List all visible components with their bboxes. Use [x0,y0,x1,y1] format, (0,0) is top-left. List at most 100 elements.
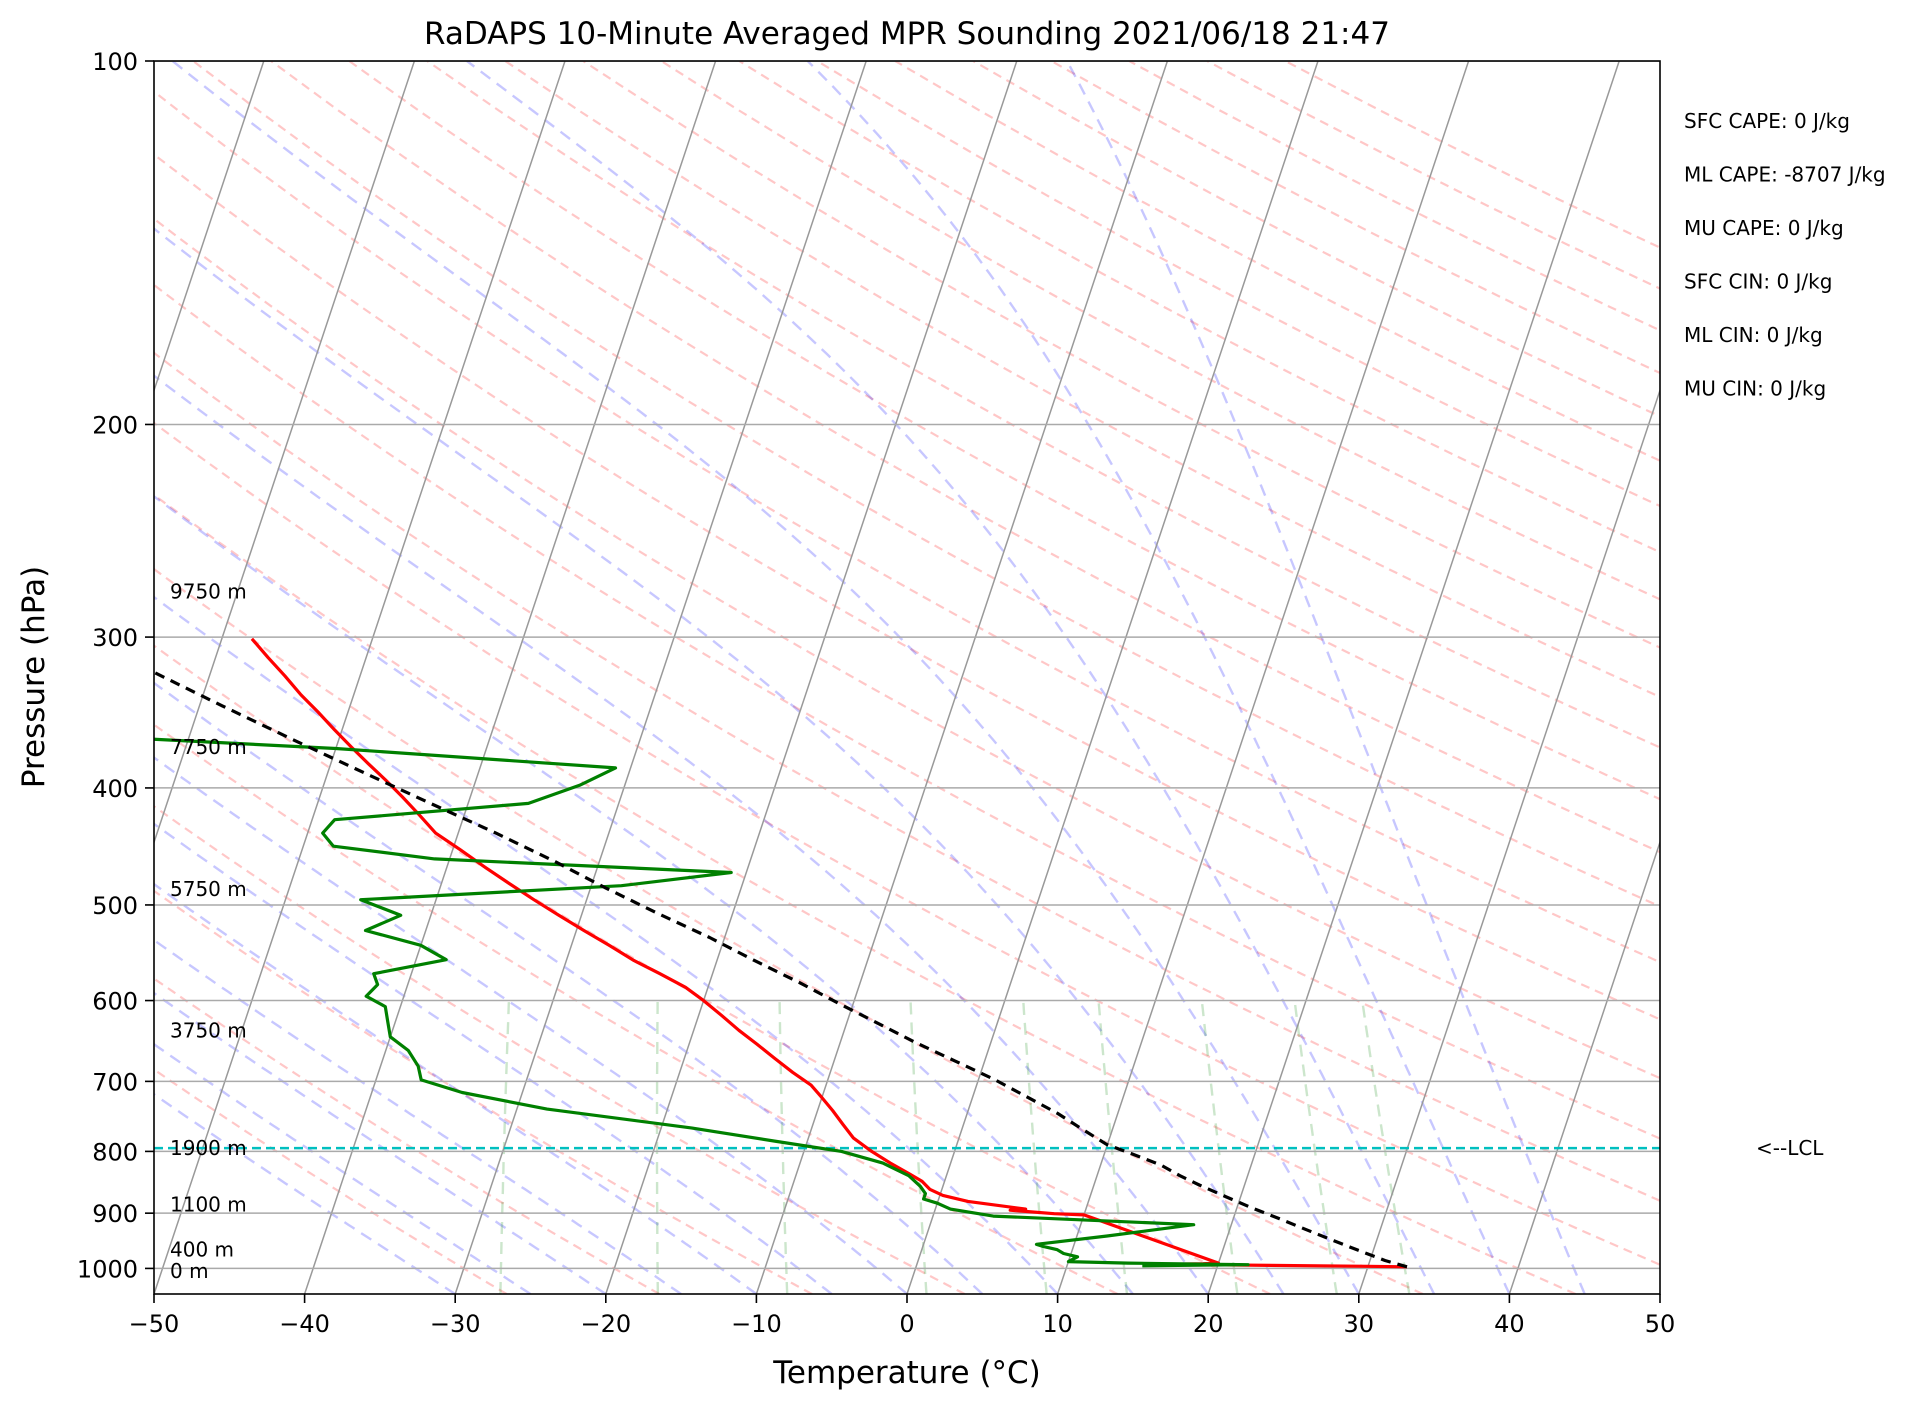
height-label: 400 m [170,1238,234,1262]
moist-adiabat-line [154,595,1059,1294]
mixing-ratio-line [1097,1000,1129,1294]
dry-adiabat-line [192,61,1660,908]
isotherm-line [1358,388,1660,1294]
x-tick-label: −40 [279,1310,330,1338]
background-guide-lines [154,61,1660,1294]
moist-adiabat-line [154,494,1134,1294]
isotherm-line [303,61,717,1294]
mixing-ratio-line [1361,1000,1411,1294]
isotherm-line [1056,61,1470,1294]
dry-adiabat-line [270,61,1660,854]
dry-adiabat-line [154,493,1577,1294]
isotherm-line [154,61,416,845]
dry-adiabat-line [154,90,1660,964]
isotherm-line [1207,61,1620,1294]
moist-adiabat-line [154,822,833,1294]
dry-adiabat-line [816,61,1660,508]
height-label: 5750 m [170,877,247,901]
dry-adiabat-line [154,644,1271,1294]
dry-adiabat-line [154,977,660,1294]
dry-adiabat-line [154,421,1660,1266]
dry-adiabat-line [972,61,1660,418]
isotherm-line [154,61,566,1294]
parcel-line [154,670,1408,1269]
stability-index-label: SFC CIN: 0 J/kg [1684,270,1832,294]
y-tick-label: 200 [92,411,138,439]
x-tick-label: −20 [580,1310,631,1338]
moist-adiabat-line [466,61,1436,1294]
isotherm-line [454,61,867,1294]
moist-adiabat-line [154,756,908,1294]
dry-adiabat-line [154,567,1424,1294]
x-tick-label: 0 [899,1310,914,1338]
plot-frame [153,60,1661,1295]
y-tick-label: 800 [92,1138,138,1166]
grid-lines [154,61,1660,1294]
x-tick-label: 10 [1042,1310,1073,1338]
dry-adiabat-line [582,61,1660,649]
moist-adiabat-line [154,681,984,1294]
stability-index-label: ML CAPE: -8707 J/kg [1684,163,1886,187]
mixing-ratio-line [909,1000,928,1294]
height-label: 7750 m [170,735,247,759]
x-axis: −50 −40 −30 −20 −10 0 10 20 30 40 50 [129,1294,1676,1338]
moist-adiabat-line [154,374,1210,1294]
x-tick-label: −50 [129,1310,180,1338]
height-labels: 9750 m 7750 m 5750 m 3750 m 1900 m 1100 m 400 … [170,579,247,1283]
moist-adiabat-line [806,61,1511,1294]
dry-adiabat-line [504,61,1660,699]
moist-adiabat-line [154,991,607,1294]
dry-adiabat-line [1128,61,1660,332]
dry-adiabat-line [154,805,966,1294]
moist-adiabat-line [154,882,758,1294]
y-tick-label: 900 [92,1200,138,1228]
y-tick-label: 600 [92,988,138,1016]
height-label: 1100 m [170,1192,247,1216]
x-axis-label: Temperature (°C) [772,1355,1041,1391]
mixing-ratio-line [655,1000,659,1294]
moist-adiabat-line [154,1092,456,1294]
dry-adiabat-line [154,217,1660,1080]
dry-adiabat-line [1050,61,1660,375]
stability-index-label: SFC CAPE: 0 J/kg [1684,109,1850,133]
x-tick-label: 30 [1344,1310,1375,1338]
dry-adiabat-line [660,61,1660,601]
height-label: 0 m [170,1259,209,1283]
mixing-ratio-line [499,1000,511,1294]
y-tick-label: 100 [92,48,138,76]
stability-index-label: MU CAPE: 0 J/kg [1684,216,1844,240]
y-tick-label: 500 [92,892,138,920]
isotherm-line [605,61,1018,1294]
y-axis-label: Pressure (hPa) [16,566,52,788]
x-tick-label: −30 [430,1310,481,1338]
stability-index-label: ML CIN: 0 J/kg [1684,323,1823,347]
x-tick-label: 40 [1494,1310,1525,1338]
isotherm-line [1659,1291,1660,1294]
height-label: 3750 m [170,1018,247,1042]
stability-index-label: MU CIN: 0 J/kg [1684,377,1826,401]
lcl-label: <--LCL [1756,1136,1824,1160]
dry-adiabat-line [154,1068,508,1294]
series-group [154,637,1408,1269]
x-tick-label: 50 [1645,1310,1676,1338]
dry-adiabat-line [1284,61,1660,249]
dry-adiabat-line [154,889,813,1294]
dewpoint-line [154,737,1250,1268]
moist-adiabat-line [1066,61,1586,1294]
y-axis: 100 200 300 400 500 600 700 800 900 1000 [77,48,154,1283]
isotherm-line [154,61,265,393]
moist-adiabat-line [154,227,1285,1294]
x-tick-label: −10 [731,1310,782,1338]
y-tick-label: 1000 [77,1255,138,1283]
mixing-ratio-line [1200,1000,1239,1294]
dry-adiabat-line [154,153,1660,1021]
dry-adiabat-line [426,61,1660,749]
chart-title: RaDAPS 10-Minute Averaged MPR Sounding 2… [424,16,1390,52]
isotherm-line [1508,839,1660,1294]
y-tick-label: 400 [92,775,138,803]
x-tick-label: 20 [1193,1310,1224,1338]
moist-adiabat-line [154,938,682,1294]
temperature-line [250,637,1408,1269]
dry-adiabat-line [154,351,1660,1202]
stability-indices: SFC CAPE: 0 J/kg ML CAPE: -8707 J/kg MU CA… [1684,109,1886,401]
